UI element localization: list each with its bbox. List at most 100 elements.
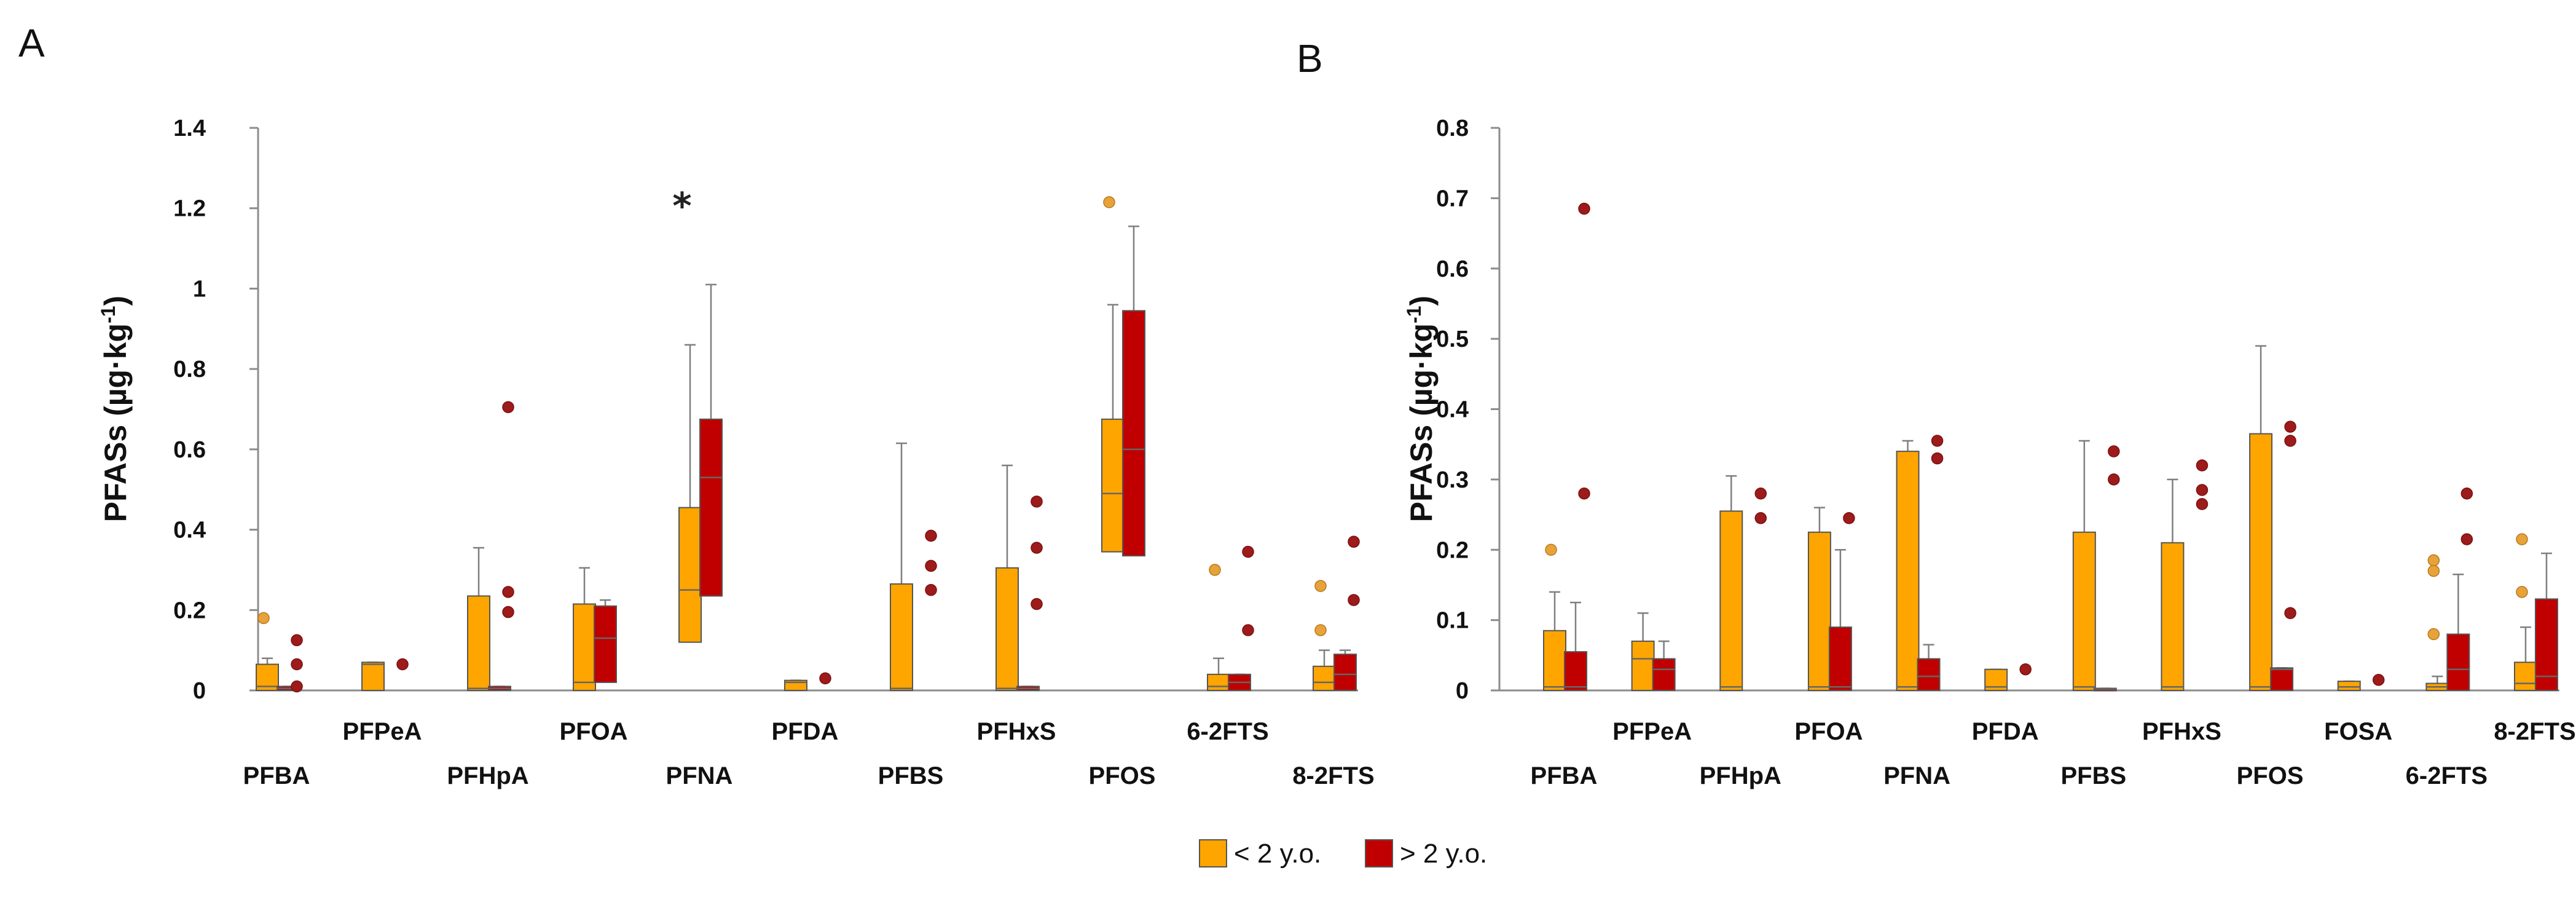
category-label: PFOS <box>1089 762 1156 789</box>
outlier-point <box>2196 484 2209 496</box>
panel-B: B 0 0.1 0.2 0.3 0.4 0.5 0.6 0.7 0.8 PFASs (µg·kg-1… <box>1297 36 2576 789</box>
box <box>2249 433 2273 691</box>
outlier-point <box>396 658 409 671</box>
box-2yo-PFOS <box>1122 225 1145 557</box>
box <box>573 603 596 691</box>
outlier-point <box>925 529 937 542</box>
box <box>2072 531 2096 691</box>
y-tick-label: 0.1 <box>1436 608 1469 634</box>
box <box>2161 542 2185 691</box>
legend-swatch <box>1365 839 1393 867</box>
category-label: PFBA <box>1531 762 1598 789</box>
box <box>1122 310 1145 557</box>
outlier-point <box>2284 435 2296 447</box>
box-2yo-FOSA <box>2337 680 2361 691</box>
legend-label: > 2 y.o. <box>1400 839 1487 869</box>
box-2yo-6-2FTS <box>2425 554 2449 691</box>
outlier-point <box>2427 554 2440 567</box>
box-2yo-PFNA <box>1917 644 1941 691</box>
box-2yo-PFBA <box>1564 202 1590 691</box>
box <box>2535 598 2558 691</box>
box-2yo-PFPeA <box>361 662 385 691</box>
outlier-point <box>2516 586 2528 598</box>
outlier-point <box>1348 535 1360 548</box>
box <box>678 507 702 643</box>
outlier-point <box>1031 598 1043 611</box>
outlier-point <box>2019 663 2032 676</box>
y-tick-label: 0.7 <box>1436 186 1469 211</box>
outlier-point <box>1242 545 1254 558</box>
panel-label: A <box>18 21 45 65</box>
category-label: 6-2FTS <box>1187 718 1268 745</box>
box <box>594 605 617 683</box>
box-2yo-8-2FTS <box>1313 580 1336 692</box>
box <box>1828 626 1852 691</box>
y-tick-label: 0.8 <box>1436 116 1469 141</box>
y-axis-label: PFASs (µg·kg-1) <box>1403 296 1439 522</box>
outlier-point <box>1209 564 1221 576</box>
outlier-point <box>1314 580 1327 592</box>
category-label: PFOA <box>1794 718 1863 745</box>
category-label: PFPeA <box>1612 718 1692 745</box>
box <box>1896 451 1920 691</box>
box-2yo-PFHxS <box>995 464 1019 691</box>
outlier-point <box>2460 533 2473 545</box>
box-2yo-8-2FTS <box>2535 552 2558 691</box>
y-tick-label: 0.4 <box>173 518 206 543</box>
y-tick-label: 0.8 <box>173 357 206 382</box>
outlier-point <box>2284 607 2296 619</box>
category-label: PFNA <box>666 762 733 789</box>
y-tick-label: 0.3 <box>1436 467 1469 493</box>
box-2yo-PFNA <box>1896 440 1920 691</box>
box-2yo-PFHxS <box>1016 496 1043 691</box>
box <box>1207 673 1230 692</box>
category-label: 8-2FTS <box>1292 762 1374 789</box>
box-2yo-PFBS <box>890 442 913 692</box>
outlier-point <box>2196 459 2209 472</box>
outlier-point <box>1931 435 1944 447</box>
y-tick-label: 0 <box>193 678 206 704</box>
box-2yo-PFHpA <box>1719 475 1743 691</box>
box <box>1917 658 1941 691</box>
y-tick-label: 1.2 <box>173 196 206 222</box>
box-2yo-8-2FTS <box>1333 535 1360 692</box>
category-label: PFHxS <box>977 718 1056 745</box>
outlier-point <box>291 634 303 647</box>
box-2yo-PFNA <box>678 344 702 643</box>
outlier-point <box>291 680 303 693</box>
outlier-point <box>2196 498 2209 510</box>
outlier-point <box>925 583 937 596</box>
box-2yo-PFBA <box>1543 543 1566 691</box>
y-tick-label: 1 <box>193 276 206 302</box>
category-label: PFBS <box>2060 762 2126 789</box>
box-2yo-PFHpA <box>467 547 490 691</box>
box-2yo-PFHpA <box>488 401 514 691</box>
outlier-point <box>819 672 831 685</box>
y-axis-label: PFASs (µg·kg-1) <box>97 296 133 522</box>
box-2yo-PFDA <box>1984 668 2008 691</box>
category-label: PFBS <box>878 762 944 789</box>
box-2yo-6-2FTS <box>2446 488 2473 691</box>
outlier-point <box>2108 473 2120 486</box>
box-2yo-PFDA <box>784 679 807 692</box>
outlier-point <box>2427 628 2440 641</box>
y-tick-label: 0.6 <box>173 437 206 463</box>
box <box>1652 658 1676 691</box>
y-tick-label: 0.5 <box>1436 326 1469 352</box>
legend-label: < 2 y.o. <box>1234 839 1321 869</box>
box-2yo-PFBS <box>2093 687 2117 692</box>
box <box>1543 630 1566 691</box>
box-2yo-PFBA <box>256 612 279 691</box>
category-label: PFPeA <box>343 718 422 745</box>
outlier-point <box>1843 512 1855 524</box>
box <box>1313 665 1336 692</box>
outlier-point <box>502 586 514 598</box>
box <box>2270 667 2294 692</box>
box-2yo-PFOS <box>1101 196 1125 553</box>
outlier-point <box>1242 624 1254 636</box>
y-tick-label: 0.2 <box>1436 537 1469 563</box>
box <box>1333 654 1357 692</box>
box <box>890 583 913 692</box>
outlier-point <box>1578 488 1590 500</box>
